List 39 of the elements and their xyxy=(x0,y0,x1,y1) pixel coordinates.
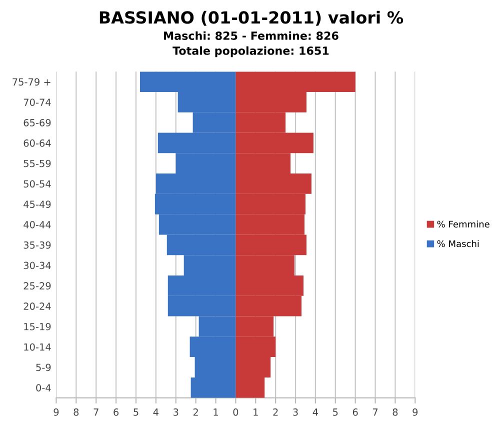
y-tick-label: 15-19 xyxy=(24,322,51,330)
x-tick-label: 0 xyxy=(233,408,238,416)
y-tick-label: 10-14 xyxy=(24,343,51,351)
y-tick-label: 45-49 xyxy=(24,200,51,208)
y-tick-label: 35-39 xyxy=(24,241,51,249)
y-tick-label: 5-9 xyxy=(36,364,51,372)
y-tick-label: 20-24 xyxy=(24,302,51,310)
x-tick-label: 3 xyxy=(174,408,178,416)
x-tick-label: 9 xyxy=(412,408,418,416)
x-tick-label: 4 xyxy=(312,408,318,416)
y-tick-label: 30-34 xyxy=(24,262,51,270)
x-tick-label: 6 xyxy=(352,408,358,416)
x-tick-label: 2 xyxy=(193,408,198,416)
y-tick-label: 75-79 + xyxy=(12,78,50,86)
chart-subtitle: Maschi: 825 - Femmine: 826 Totale popolazione: 1651 xyxy=(164,31,338,58)
y-tick-label: 55-59 xyxy=(24,160,51,168)
legend-label: % Femmine xyxy=(437,220,490,228)
y-tick-label: 65-69 xyxy=(24,119,51,126)
y-tick-label: 25-29 xyxy=(24,282,51,290)
x-tick-label: 3 xyxy=(293,408,298,416)
y-tick-label: 40-44 xyxy=(24,220,51,228)
x-tick-label: 1 xyxy=(254,408,258,416)
y-tick-label: 0-4 xyxy=(36,384,51,392)
x-tick-label: 8 xyxy=(74,408,79,416)
x-tick-label: 5 xyxy=(134,408,138,416)
x-tick-label: 4 xyxy=(153,408,158,416)
x-tick-label: 1 xyxy=(214,408,218,416)
legend-label: % Maschi xyxy=(437,240,479,248)
x-tick-label: 5 xyxy=(333,408,338,416)
x-tick-label: 8 xyxy=(392,408,398,416)
x-tick-label: 7 xyxy=(372,408,378,416)
chart-title: BASSIANO (01-01-2011) valori % xyxy=(100,10,404,26)
y-tick-label: 70-74 xyxy=(24,98,51,106)
x-tick-label: 9 xyxy=(54,408,59,416)
y-tick-label: 50-54 xyxy=(24,180,51,188)
x-tick-label: 2 xyxy=(273,408,278,416)
x-tick-label: 7 xyxy=(94,408,98,416)
x-tick-label: 6 xyxy=(114,408,119,416)
y-tick-label: 60-64 xyxy=(24,139,51,147)
